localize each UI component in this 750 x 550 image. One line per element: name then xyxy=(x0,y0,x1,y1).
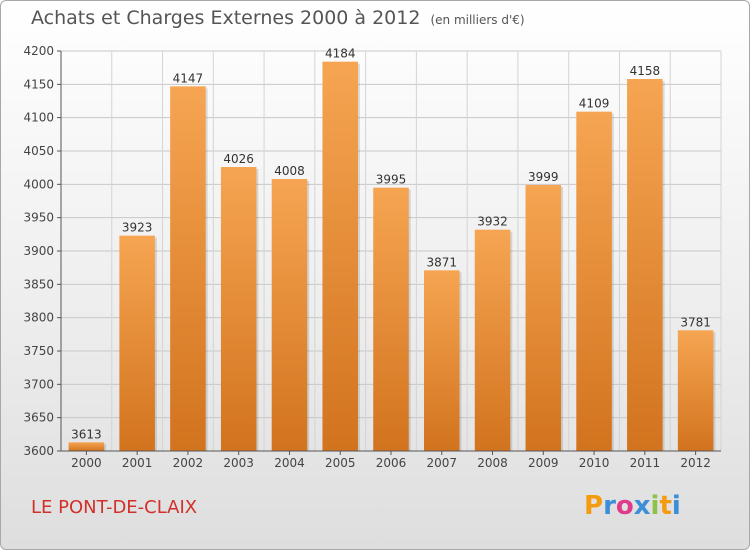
logo-letter: i xyxy=(650,491,660,521)
labels: 3600 3650 3700 3750 3800 3850 3900 3950 4000 4050… xyxy=(23,44,710,470)
bar-value-label: 3923 xyxy=(122,221,153,235)
bar-value-label: 4184 xyxy=(325,47,356,61)
bar xyxy=(119,235,155,451)
y-tick-label: 3700 xyxy=(23,377,54,391)
logo-letter: P xyxy=(584,491,604,521)
y-tick-label: 3850 xyxy=(23,277,54,291)
bars xyxy=(68,61,716,452)
proxiti-logo: Proxiti xyxy=(584,491,681,521)
bar-value-label: 4147 xyxy=(173,71,204,85)
bar-value-label: 3932 xyxy=(477,215,508,229)
chart-subtitle: (en milliers d'€) xyxy=(430,13,525,27)
bar xyxy=(271,179,308,451)
bar xyxy=(68,442,105,451)
y-tick-label: 4150 xyxy=(23,77,54,91)
bar xyxy=(322,61,358,452)
bar-value-label: 4158 xyxy=(630,64,661,78)
y-tick-label: 3650 xyxy=(23,411,54,425)
bar xyxy=(373,187,409,451)
bar-value-label: 3871 xyxy=(426,255,457,269)
y-tick-label: 4000 xyxy=(23,177,54,191)
y-tick-label: 3900 xyxy=(23,244,54,258)
bar-value-label: 3613 xyxy=(71,427,102,441)
y-tick-label: 4050 xyxy=(23,144,54,158)
bar-value-label: 4026 xyxy=(223,152,254,166)
x-tick-label: 2007 xyxy=(426,456,457,470)
bar-value-label: 3995 xyxy=(376,173,407,187)
logo-letter: o xyxy=(615,491,634,521)
x-tick-label: 2005 xyxy=(325,456,356,470)
bar-value-label: 4008 xyxy=(274,164,305,178)
bar-value-label: 3781 xyxy=(680,315,711,329)
x-tick-label: 2004 xyxy=(274,456,305,470)
bar xyxy=(474,229,511,451)
axes xyxy=(57,50,721,455)
x-tick-label: 2002 xyxy=(173,456,204,470)
bar xyxy=(424,270,460,451)
logo-letter: t xyxy=(659,491,672,521)
y-tick-label: 3750 xyxy=(23,344,54,358)
y-tick-label: 4100 xyxy=(23,111,54,125)
x-tick-label: 2006 xyxy=(376,456,407,470)
x-tick-label: 2010 xyxy=(579,456,610,470)
bar-value-label: 3999 xyxy=(528,170,559,184)
chart-title: Achats et Charges Externes 2000 à 2012 (e… xyxy=(31,7,525,29)
bar xyxy=(220,167,257,451)
bar-value-label: 4109 xyxy=(579,97,610,111)
logo-letter: i xyxy=(671,491,681,521)
bar xyxy=(677,330,714,451)
y-tick-label: 3800 xyxy=(23,311,54,325)
x-tick-label: 2008 xyxy=(477,456,508,470)
y-tick-label: 3950 xyxy=(23,211,54,225)
city-name: LE PONT-DE-CLAIX xyxy=(31,497,198,518)
x-tick-label: 2012 xyxy=(680,456,711,470)
logo-letter: r xyxy=(603,491,616,521)
bar xyxy=(170,86,206,451)
x-tick-label: 2009 xyxy=(528,456,559,470)
bar xyxy=(525,185,562,451)
y-tick-label: 3600 xyxy=(23,444,54,458)
x-tick-label: 2011 xyxy=(630,456,661,470)
bar xyxy=(576,111,612,452)
x-tick-label: 2000 xyxy=(71,456,102,470)
logo-letter: x xyxy=(633,491,651,521)
bar xyxy=(627,79,663,451)
y-tick-label: 4200 xyxy=(23,44,54,58)
chart-title-text: Achats et Charges Externes 2000 à 2012 xyxy=(31,7,421,29)
x-tick-label: 2001 xyxy=(122,456,153,470)
x-tick-label: 2003 xyxy=(223,456,254,470)
